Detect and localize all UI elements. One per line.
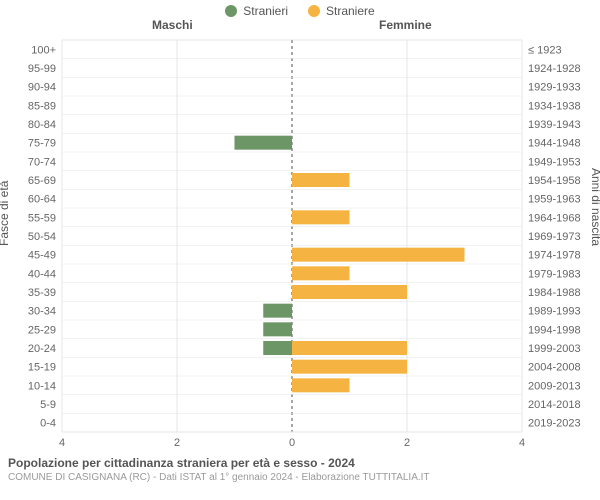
birth-label: 1979-1983 [528, 268, 581, 280]
age-label: 10-14 [28, 380, 56, 392]
header-female: Femmine [379, 18, 432, 32]
legend-label-male: Stranieri [243, 4, 288, 18]
age-label: 85-89 [28, 100, 56, 112]
pyramid-chart: Fasce di età Anni di nascita 0 2 2 4 4 100+ ≤ … [0, 36, 600, 456]
age-label: 55-59 [28, 212, 56, 224]
legend-label-female: Straniere [326, 4, 375, 18]
bar-female [292, 173, 350, 187]
age-label: 40-44 [28, 268, 56, 280]
svg-text:4: 4 [519, 437, 525, 449]
birth-label: 1924-1928 [528, 63, 581, 75]
birth-label: 1964-1968 [528, 212, 581, 224]
age-label: 0-4 [40, 418, 56, 430]
age-label: 25-29 [28, 324, 56, 336]
bar-male [235, 136, 293, 150]
axis-title-right: Anni di nascita [589, 168, 600, 246]
chart-svg: 0 2 2 4 4 100+ ≤ 1923 95-99 1924-1928 90-94 1929-1… [0, 36, 600, 456]
birth-label: 2019-2023 [528, 418, 581, 430]
birth-label: ≤ 1923 [528, 44, 562, 56]
age-label: 45-49 [28, 250, 56, 262]
svg-text:2: 2 [404, 437, 410, 449]
age-label: 80-84 [28, 119, 56, 131]
age-label: 20-24 [28, 343, 56, 355]
legend-item-female: Straniere [308, 4, 375, 18]
birth-label: 1959-1963 [528, 194, 581, 206]
svg-text:0: 0 [289, 437, 295, 449]
birth-label: 1994-1998 [528, 324, 581, 336]
birth-label: 1974-1978 [528, 250, 581, 262]
bar-male [263, 322, 292, 336]
bar-female [292, 210, 350, 224]
age-label: 30-34 [28, 306, 56, 318]
age-label: 70-74 [28, 156, 56, 168]
bar-female [292, 266, 350, 280]
birth-label: 2014-2018 [528, 399, 581, 411]
age-label: 60-64 [28, 194, 56, 206]
bar-female [292, 360, 407, 374]
bar-female [292, 378, 350, 392]
footer-title: Popolazione per cittadinanza straniera p… [8, 456, 592, 470]
legend: Stranieri Straniere [0, 0, 600, 18]
bar-female [292, 341, 407, 355]
svg-text:2: 2 [174, 437, 180, 449]
birth-label: 1949-1953 [528, 156, 581, 168]
birth-label: 1989-1993 [528, 306, 581, 318]
birth-label: 2009-2013 [528, 380, 581, 392]
footer-subtitle: COMUNE DI CASIGNANA (RC) - Dati ISTAT al… [8, 472, 592, 483]
bar-male [263, 304, 292, 318]
birth-label: 1944-1948 [528, 138, 581, 150]
axis-title-left: Fasce di età [0, 181, 11, 246]
age-label: 65-69 [28, 175, 56, 187]
svg-text:4: 4 [59, 437, 65, 449]
age-label: 35-39 [28, 287, 56, 299]
bar-male [263, 341, 292, 355]
gender-headers: Maschi Femmine [0, 18, 600, 36]
header-male: Maschi [152, 18, 193, 32]
birth-label: 1984-1988 [528, 287, 581, 299]
birth-label: 1969-1973 [528, 231, 581, 243]
birth-label: 1929-1933 [528, 82, 581, 94]
age-label: 75-79 [28, 138, 56, 150]
legend-swatch-male [225, 5, 237, 17]
birth-label: 2004-2008 [528, 362, 581, 374]
birth-label: 1999-2003 [528, 343, 581, 355]
birth-label: 1934-1938 [528, 100, 581, 112]
bar-female [292, 248, 465, 262]
birth-label: 1954-1958 [528, 175, 581, 187]
birth-label: 1939-1943 [528, 119, 581, 131]
age-label: 100+ [31, 44, 56, 56]
legend-swatch-female [308, 5, 320, 17]
age-label: 5-9 [40, 399, 56, 411]
age-label: 15-19 [28, 362, 56, 374]
bar-female [292, 285, 407, 299]
age-label: 50-54 [28, 231, 56, 243]
legend-item-male: Stranieri [225, 4, 288, 18]
age-label: 90-94 [28, 82, 56, 94]
chart-footer: Popolazione per cittadinanza straniera p… [0, 456, 600, 487]
age-label: 95-99 [28, 63, 56, 75]
